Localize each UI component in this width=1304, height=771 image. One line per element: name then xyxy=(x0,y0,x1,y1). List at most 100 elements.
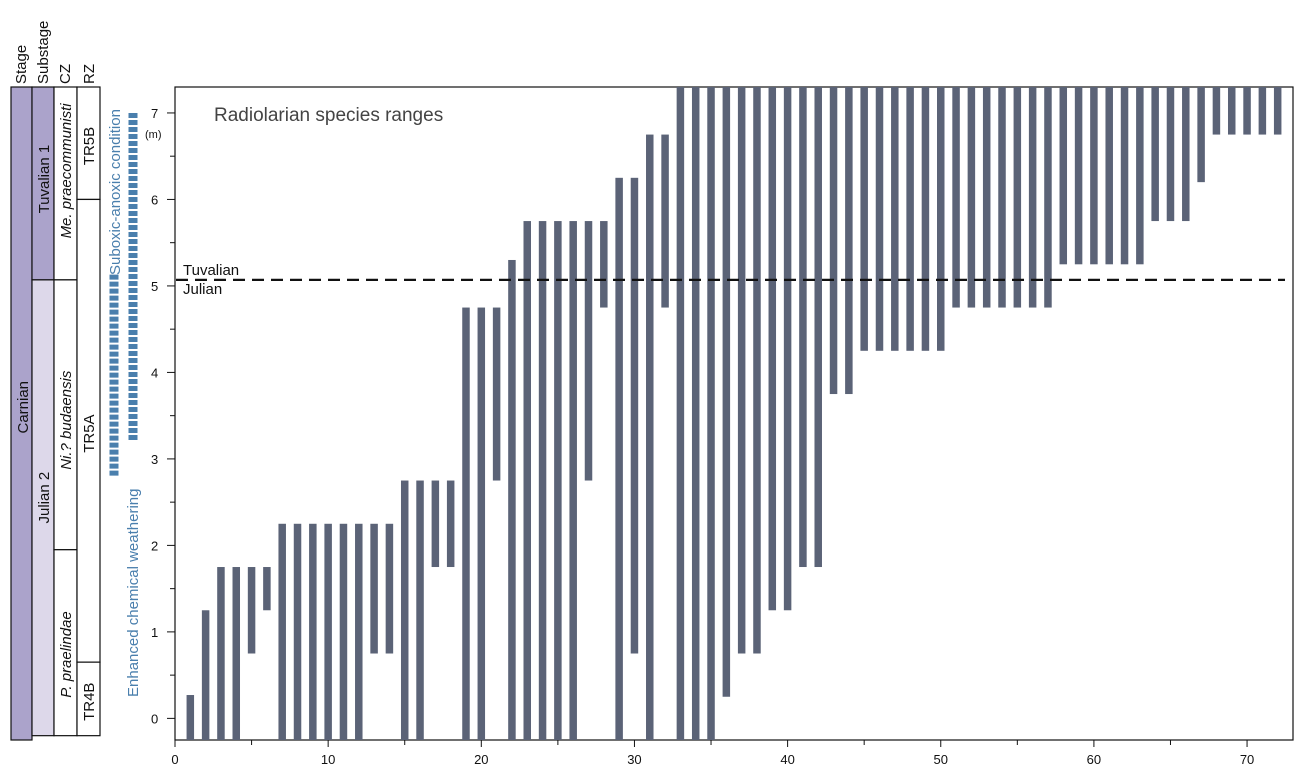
plot-frame xyxy=(174,86,1294,741)
range-bar xyxy=(845,87,853,395)
y-axis-unit: (m) xyxy=(145,129,162,141)
x-tick-label: 50 xyxy=(934,752,948,767)
range-bar xyxy=(1212,87,1221,135)
range-bar xyxy=(462,307,470,740)
range-bar xyxy=(615,177,623,740)
range-bar xyxy=(952,87,960,308)
y-tick-label: 3 xyxy=(151,452,158,467)
range-bar xyxy=(937,87,945,351)
x-tick-label: 30 xyxy=(627,752,641,767)
header-stage: Stage xyxy=(13,45,30,84)
range-bar xyxy=(247,567,256,654)
range-bar xyxy=(492,307,501,481)
range-bar xyxy=(370,523,378,654)
radiolarian-zone-label: TR5A xyxy=(81,414,98,452)
y-tick-label: 1 xyxy=(151,625,158,640)
y-axis: 0 1 2 3 4 5 6 7 xyxy=(151,106,175,726)
x-tick-label: 0 xyxy=(171,752,178,767)
weathering-label: Enhanced chemical weathering xyxy=(125,489,142,697)
range-bar xyxy=(1166,87,1175,222)
range-bar xyxy=(1151,87,1159,222)
x-tick-label: 10 xyxy=(321,752,335,767)
range-bar xyxy=(416,480,424,740)
range-bar xyxy=(584,221,593,481)
range-bar xyxy=(278,523,286,740)
x-tick-label: 70 xyxy=(1240,752,1254,767)
range-bar xyxy=(600,221,608,308)
range-bar xyxy=(1197,87,1205,183)
plot-area: 0 1 2 3 4 5 6 7 0 10 20 30 40 50 60 70 Tuvalian Julian… xyxy=(145,86,1294,767)
range-bar xyxy=(431,480,440,568)
x-tick-label: 20 xyxy=(474,752,488,767)
range-bar xyxy=(554,221,562,741)
range-bar xyxy=(737,87,746,654)
range-bar xyxy=(982,87,991,308)
range-bar xyxy=(324,523,332,740)
range-bar xyxy=(1028,87,1037,308)
range-bar xyxy=(508,259,516,740)
range-bar xyxy=(1258,87,1267,135)
range-bar xyxy=(400,480,409,740)
range-bar xyxy=(722,87,731,697)
range-bar xyxy=(1273,87,1282,135)
range-bar xyxy=(1013,87,1022,308)
range-bar xyxy=(1105,87,1113,265)
y-tick-label: 5 xyxy=(151,279,158,294)
radiolarian-zone-label: TR5B xyxy=(81,127,98,165)
range-bar xyxy=(1136,87,1144,265)
x-tick-label: 40 xyxy=(780,752,794,767)
range-bar xyxy=(477,307,486,740)
range-bar xyxy=(569,221,577,741)
header-rz: RZ xyxy=(81,64,98,84)
range-bar xyxy=(967,87,976,308)
range-bar xyxy=(891,87,899,351)
range-bar xyxy=(446,480,455,568)
range-bar xyxy=(538,221,547,741)
radiolarian-zone-label: TR4B xyxy=(81,683,98,721)
range-bar xyxy=(676,87,685,740)
range-bar xyxy=(385,523,394,654)
range-bar xyxy=(1059,87,1068,265)
chart-title: Radiolarian species ranges xyxy=(214,105,443,126)
range-bar xyxy=(753,87,761,654)
boundary-label-tuvalian: Tuvalian xyxy=(183,262,239,279)
boundary-label-julian: Julian xyxy=(183,281,222,298)
range-bar xyxy=(232,567,241,740)
range-bar xyxy=(263,567,271,611)
conodont-zone-label: Ni.? budaensis xyxy=(58,370,75,470)
range-bar xyxy=(1243,87,1251,135)
range-bar xyxy=(309,523,317,740)
substage-label: Tuvalian 1 xyxy=(36,145,53,214)
range-bar xyxy=(783,87,792,611)
range-bar xyxy=(906,87,914,351)
range-bar xyxy=(1120,87,1129,265)
range-bar xyxy=(1182,87,1190,222)
range-bar xyxy=(799,87,807,568)
anoxia-label: Suboxic-anoxic condition xyxy=(107,109,124,275)
range-bar xyxy=(921,87,930,351)
stratigraphic-columns: Carnian Tuvalian 1 Julian 2 Me. praecommuni… xyxy=(10,86,101,741)
x-tick-label: 60 xyxy=(1087,752,1101,767)
range-bar xyxy=(1227,87,1236,135)
y-tick-label: 2 xyxy=(151,538,158,553)
range-bar xyxy=(707,87,715,740)
range-bar xyxy=(186,695,195,740)
range-bar xyxy=(217,567,225,740)
header-cz: CZ xyxy=(57,64,74,84)
event-bars: Enhanced chemical weathering Suboxic-anox… xyxy=(107,109,142,697)
range-bar xyxy=(1074,87,1083,265)
range-bar xyxy=(1090,87,1098,265)
y-tick-label: 6 xyxy=(151,192,158,207)
range-bar xyxy=(355,523,363,740)
range-bar xyxy=(814,87,822,568)
range-bar xyxy=(768,87,777,611)
conodont-zone-label: Me. praecommunisti xyxy=(58,103,75,239)
x-axis: 0 10 20 30 40 50 60 70 xyxy=(171,740,1254,767)
y-tick-label: 0 xyxy=(151,711,158,726)
conodont-zone-label: P. praelindae xyxy=(58,611,75,697)
range-bar xyxy=(860,87,868,351)
y-tick-label: 4 xyxy=(151,365,158,380)
y-tick-label: 7 xyxy=(151,106,158,121)
range-bar xyxy=(875,87,884,351)
